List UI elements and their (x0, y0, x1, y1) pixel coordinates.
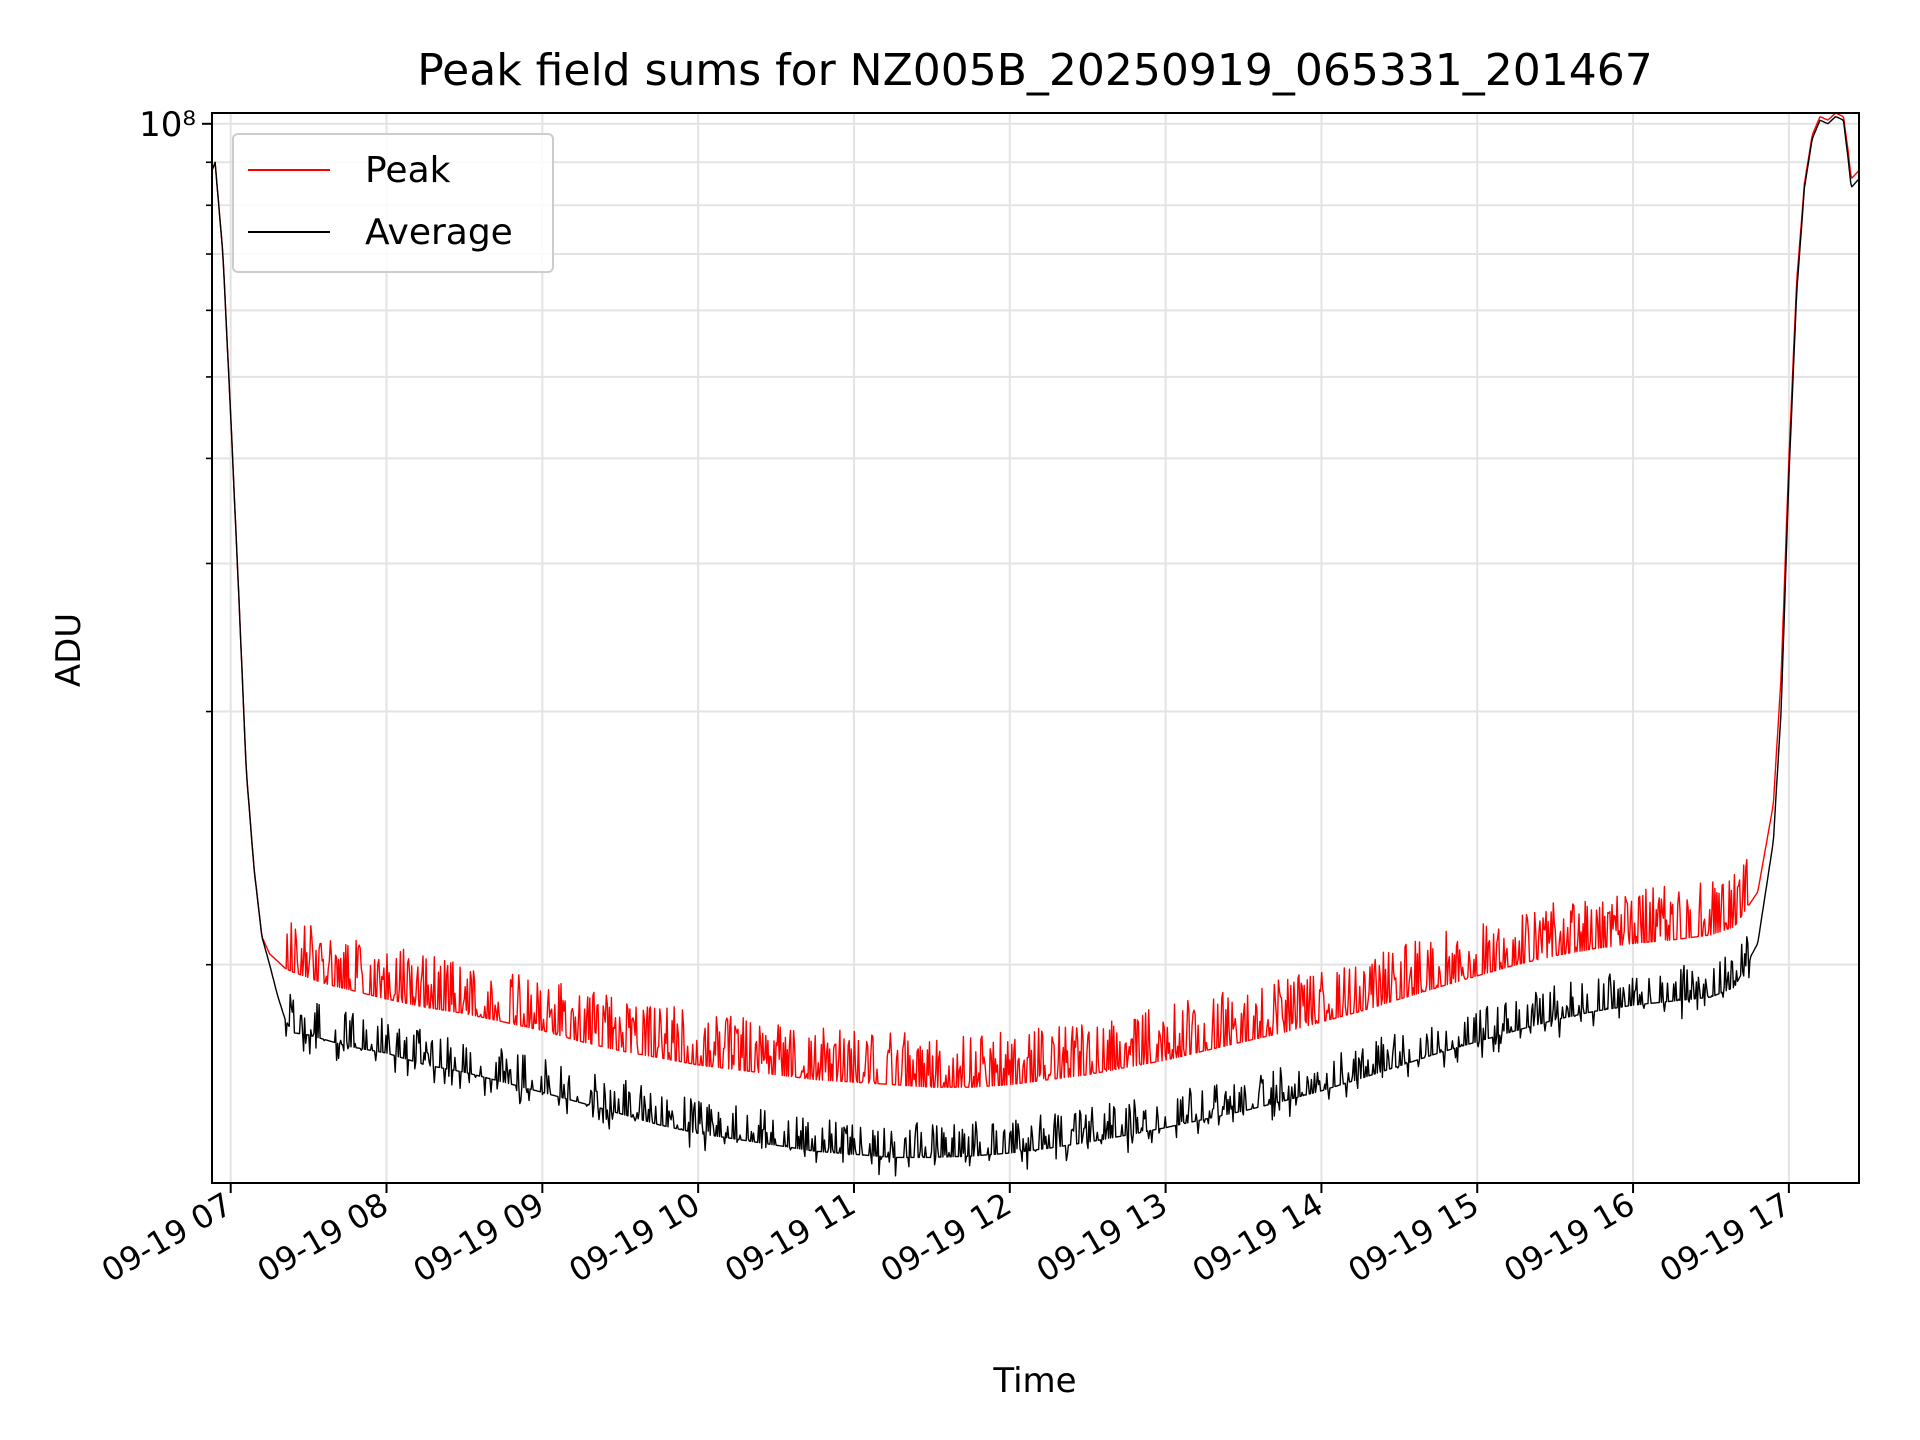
axes-frame (211, 112, 1860, 1184)
legend: Peak Average (232, 133, 554, 273)
series-line-peak (211, 112, 1860, 1088)
series-line-average (211, 116, 1860, 1177)
grid (212, 113, 1859, 1183)
legend-box (232, 133, 554, 273)
chart-title: Peak field sums for NZ005B_20250919_0653… (417, 45, 1653, 96)
y-axis-label: ADU (49, 613, 89, 687)
x-axis-label: Time (992, 1361, 1076, 1401)
legend-average-label: Average (365, 212, 513, 253)
legend-peak-label: Peak (365, 150, 451, 191)
y-tick-label: 10⁸ (139, 105, 196, 145)
plot-area (211, 112, 1860, 1177)
